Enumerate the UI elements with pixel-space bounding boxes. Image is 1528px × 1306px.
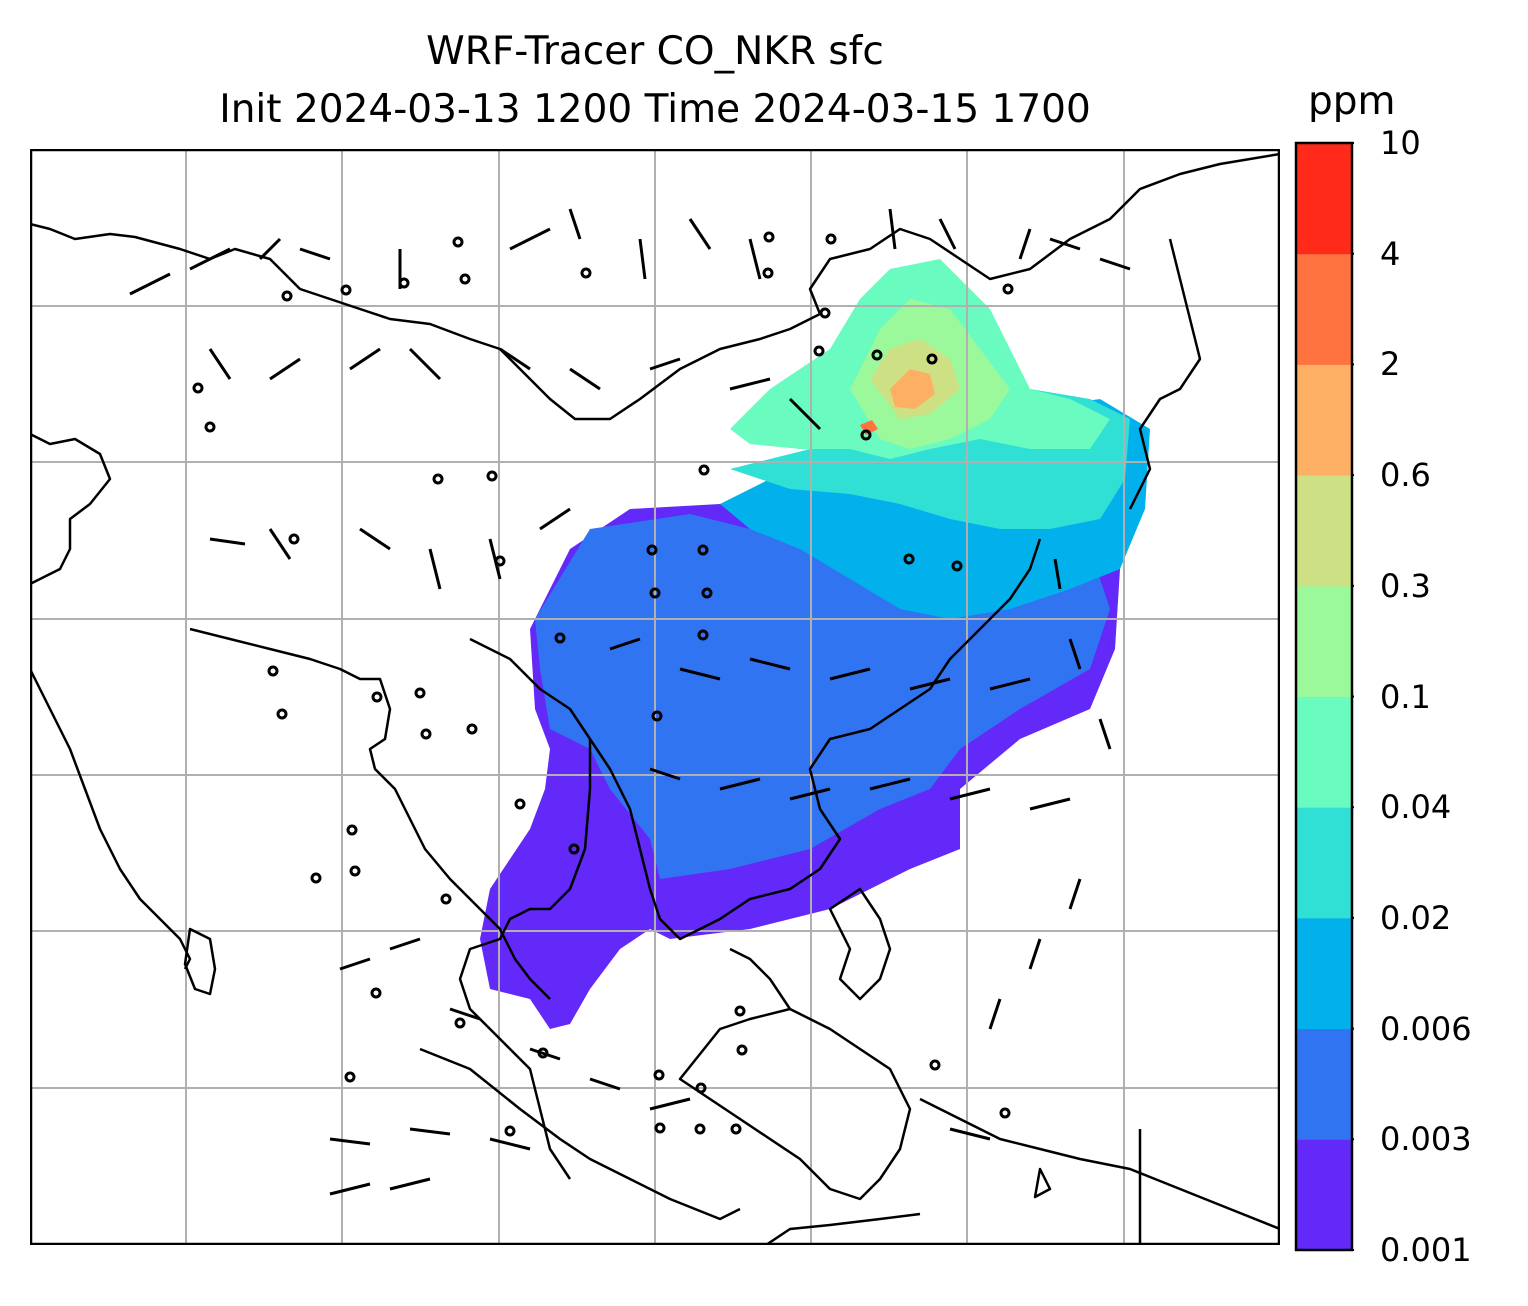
map-title-line1: WRF-Tracer CO_NKR sfc [426,29,884,74]
colorbar-tick-label: 0.006 [1380,1009,1472,1048]
gridlines [30,149,1280,1245]
colorbar-unit: ppm [1308,79,1396,124]
map-panel [30,149,1280,1245]
colorbar-band [1296,585,1352,697]
colorbar-band [1296,696,1352,808]
colorbar-tick-label: 0.02 [1380,898,1452,937]
colorbar-tick-label: 2 [1380,345,1401,384]
plume-core [890,369,935,409]
colorbar-band [1296,475,1352,587]
colorbar-tick-label: 10 [1380,124,1421,162]
colorbar-tick-label: 0.003 [1380,1120,1472,1159]
colorbar-tick-label: 4 [1380,234,1401,273]
colorbar-tick-label: 0.001 [1380,1231,1472,1269]
colorbar-band [1296,917,1352,1030]
colorbar-band [1296,1139,1352,1251]
colorbar-tick-label: 0.04 [1380,788,1452,827]
map-title-line2: Init 2024-03-13 1200 Time 2024-03-15 170… [219,87,1091,132]
colorbar-band [1296,143,1352,255]
wind-barbs [129,208,1131,1196]
colorbar-band [1296,1028,1352,1140]
colorbar-tick-label: 0.6 [1380,456,1431,495]
calm-wind-markers [192,231,1014,1137]
colorbar [1294,141,1354,1252]
map-frame-border [30,149,1280,1245]
colorbar-tick-label: 0.3 [1380,566,1431,605]
colorbar-band [1296,364,1352,476]
colorbar-tick-label: 0.1 [1380,677,1431,716]
colorbar-band [1296,807,1352,919]
colorbar-band [1296,253,1352,365]
